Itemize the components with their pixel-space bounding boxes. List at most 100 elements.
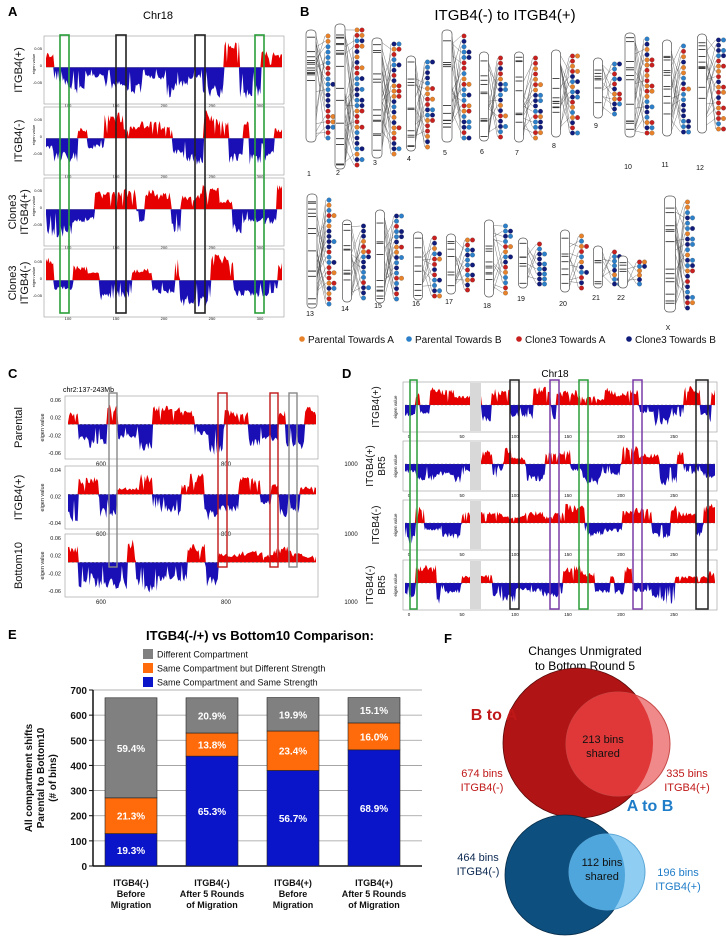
bar-percent-label: 56.7% bbox=[279, 814, 307, 825]
bin-dot bbox=[325, 71, 331, 76]
chromosome-11-label: 11 bbox=[661, 162, 668, 169]
chromosome-connector bbox=[634, 38, 645, 94]
bin-dot bbox=[498, 87, 503, 92]
venn-a-to-b-left-count: 464 bins bbox=[457, 852, 499, 864]
chromosome-connector bbox=[675, 211, 685, 219]
bar-percent-label: 20.9% bbox=[198, 711, 226, 722]
chromosome-connector bbox=[451, 43, 462, 139]
bin-dot bbox=[326, 207, 332, 213]
panel-a-track-negative-blue bbox=[46, 209, 282, 238]
bin-dot bbox=[644, 99, 650, 105]
chromosome-connector bbox=[523, 100, 533, 116]
bin-dot bbox=[538, 92, 543, 98]
chromosome-connector bbox=[381, 56, 392, 149]
y-tick-label: 300 bbox=[70, 787, 87, 798]
bin-dot bbox=[394, 229, 399, 234]
bin-dot bbox=[325, 92, 331, 98]
panel-c-track-frame bbox=[64, 465, 319, 530]
chromosome-7-label: 7 bbox=[515, 150, 519, 157]
chromosome-connector bbox=[488, 62, 498, 90]
chromosome-connector bbox=[455, 259, 465, 279]
panel-c-ytick: -0.06 bbox=[48, 451, 61, 457]
bin-dot bbox=[612, 61, 617, 67]
bin-dot bbox=[533, 87, 538, 93]
bin-dot bbox=[425, 80, 430, 86]
panel-a-xtick: 200 bbox=[161, 245, 168, 250]
bin-dot bbox=[461, 60, 467, 66]
bin-dot bbox=[681, 54, 686, 60]
chromosome-connector bbox=[675, 244, 685, 251]
bin-dot bbox=[644, 47, 650, 52]
panel-d-ylabel: eigen value bbox=[393, 513, 398, 537]
chromosome-connector bbox=[488, 108, 498, 117]
chromosome-connector bbox=[315, 35, 326, 66]
panel-d-track-negative-blue bbox=[405, 405, 715, 427]
bin-dot bbox=[649, 130, 655, 136]
bin-dot bbox=[396, 41, 402, 47]
panel-e: E ITGB4(-/+) vs Bottom10 Comparison: Dif… bbox=[8, 627, 422, 910]
chromosome-connector bbox=[351, 256, 361, 295]
chromosome-connector bbox=[675, 201, 685, 232]
panel-a-highlight-box bbox=[254, 34, 265, 314]
panel-a-ylabel: eigen value bbox=[31, 53, 36, 74]
chromosome-connector bbox=[344, 110, 355, 163]
chromosome-8-ideogram bbox=[551, 49, 561, 138]
panel-d-ylabel: eigen value bbox=[393, 395, 398, 419]
bin-dot bbox=[537, 261, 542, 267]
panel-d-row-label: ITGB4(-) bbox=[371, 506, 382, 545]
bin-dot bbox=[326, 254, 332, 260]
bin-dot bbox=[681, 129, 686, 135]
chromosome-connector bbox=[315, 127, 326, 138]
bin-dot bbox=[466, 55, 472, 60]
bin-dot bbox=[649, 104, 655, 110]
bin-dot bbox=[361, 228, 366, 234]
chromosome-connector bbox=[381, 75, 392, 106]
bin-dot bbox=[503, 223, 508, 229]
bin-dot bbox=[466, 108, 472, 114]
bin-dot bbox=[649, 125, 655, 131]
chromosome-connector bbox=[381, 130, 392, 144]
bar-segment bbox=[185, 755, 239, 867]
bin-dot bbox=[331, 280, 337, 286]
panel-d-xtick: 250 bbox=[670, 612, 678, 617]
bin-dot bbox=[470, 237, 475, 243]
bin-dot bbox=[326, 239, 332, 245]
chromosome-connector bbox=[602, 275, 612, 285]
chromosome-connector bbox=[675, 212, 685, 309]
bin-dot bbox=[396, 83, 402, 89]
chromosome-4-label: 4 bbox=[407, 156, 411, 163]
bin-dot bbox=[326, 244, 332, 250]
bin-dot bbox=[637, 272, 642, 278]
chromosome-connector bbox=[488, 79, 498, 137]
bin-dot bbox=[542, 281, 547, 287]
bin-dot bbox=[686, 118, 691, 124]
bin-dot bbox=[498, 97, 503, 103]
bin-dot bbox=[461, 71, 467, 76]
chromosome-connector bbox=[527, 276, 537, 280]
bin-dot bbox=[391, 83, 397, 89]
bin-dot bbox=[325, 98, 331, 103]
bin-dot bbox=[354, 49, 360, 54]
chromosome-connector bbox=[315, 42, 326, 101]
panel-a-ytick: 0 bbox=[40, 205, 43, 210]
bin-dot bbox=[503, 249, 508, 255]
bin-dot bbox=[354, 33, 360, 38]
legend-label-1: Parental Towards B bbox=[415, 335, 502, 346]
bin-dot bbox=[331, 213, 337, 219]
chromosome-connector bbox=[634, 59, 645, 84]
chromosome-15-ideogram bbox=[375, 209, 385, 304]
bin-dot bbox=[361, 290, 366, 296]
chromosome-connector bbox=[488, 63, 498, 132]
chromosome-connector bbox=[451, 86, 462, 122]
chromosome-connector bbox=[671, 76, 681, 116]
bin-dot bbox=[354, 130, 360, 136]
bin-dot bbox=[461, 55, 467, 60]
chromosome-connector bbox=[602, 64, 612, 110]
bin-dot bbox=[366, 254, 371, 260]
bin-dot bbox=[465, 247, 470, 253]
chromosome-connector bbox=[602, 259, 612, 262]
chromosome-connector bbox=[316, 199, 327, 257]
bin-dot bbox=[579, 259, 584, 265]
bin-dot bbox=[644, 125, 650, 131]
chromosome-connector bbox=[527, 243, 537, 256]
